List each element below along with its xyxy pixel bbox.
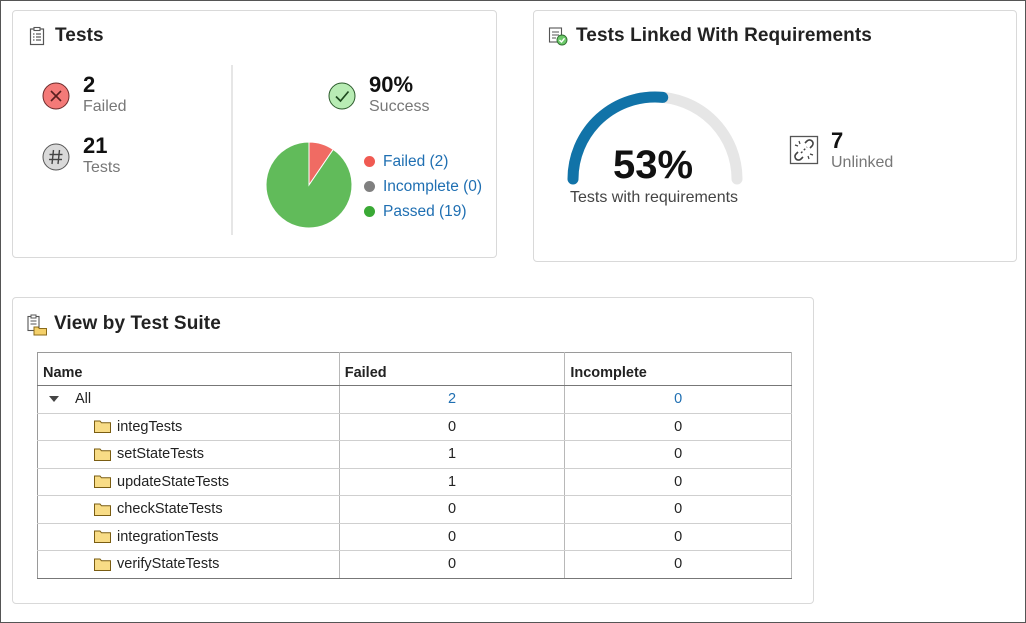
gauge-caption: Tests with requirements (569, 189, 739, 206)
clipboard-icon (27, 26, 47, 46)
legend-passed-label: Passed (19) (383, 202, 467, 220)
legend-failed[interactable]: Failed (2) (364, 149, 482, 174)
incomplete-cell: 0 (564, 413, 792, 441)
tree-node-all: All (43, 391, 334, 407)
row-name: verifyStateTests (117, 556, 220, 573)
folder-icon (94, 530, 111, 544)
table-row[interactable]: updateStateTests 1 0 (37, 468, 792, 496)
failed-label: Failed (83, 98, 127, 115)
table-row[interactable]: integTests 0 0 (37, 413, 792, 441)
pie-slice-passed[interactable] (265, 141, 353, 229)
legend-passed[interactable]: Passed (19) (364, 199, 482, 224)
column-header-incomplete[interactable]: Incomplete (564, 352, 792, 386)
broken-link-icon (789, 135, 819, 165)
test-suite-card: View by Test Suite Name Failed Incomplet… (12, 297, 814, 604)
incomplete-cell: 0 (564, 523, 792, 551)
requirements-link-icon (548, 26, 568, 46)
test-suite-card-title: View by Test Suite (54, 313, 221, 334)
total-tests-metric: 21 Tests (41, 134, 120, 178)
folder-icon (94, 558, 111, 571)
unlinked-metric: 7 Unlinked (789, 129, 893, 173)
failed-cell: 1 (339, 440, 566, 469)
success-check-icon (327, 81, 357, 111)
failed-x-icon (41, 81, 71, 111)
table-row[interactable]: checkStateTests 0 0 (37, 495, 792, 524)
success-percent: 90% (369, 72, 414, 97)
incomplete-cell: 0 (564, 468, 792, 496)
total-tests-label: Tests (83, 159, 121, 176)
suite-clipboard-folder-icon (26, 314, 47, 336)
total-tests-count: 21 (83, 133, 108, 158)
table-header-row: Name Failed Incomplete (37, 352, 792, 386)
failed-cell: 0 (339, 495, 566, 524)
incomplete-cell-link[interactable]: 0 (564, 385, 792, 414)
row-name: checkStateTests (117, 501, 223, 518)
legend-incomplete-label: Incomplete (0) (383, 177, 483, 195)
failed-count: 2 (83, 72, 96, 97)
requirements-card-title: Tests Linked With Requirements (576, 25, 872, 46)
name-cell: All (37, 385, 340, 414)
folder-icon (94, 420, 111, 434)
hash-icon (41, 142, 71, 172)
failed-cell: 0 (339, 550, 566, 579)
name-cell: integrationTests (37, 523, 340, 551)
tests-card: Tests 2 Failed 21 Tests (12, 10, 497, 258)
incomplete-dot (364, 181, 375, 192)
test-suite-card-header: View by Test Suite (26, 313, 221, 336)
unlinked-label: Unlinked (831, 154, 894, 171)
table-row[interactable]: verifyStateTests 0 0 (37, 550, 792, 579)
passed-dot (364, 206, 375, 217)
success-metric: 90% Success (327, 73, 429, 117)
unlinked-count: 7 (831, 128, 844, 153)
name-cell: verifyStateTests (37, 550, 340, 579)
folder-icon (94, 448, 111, 461)
requirements-card: Tests Linked With Requirements 53% Tests… (533, 10, 1017, 262)
incomplete-cell: 0 (564, 440, 792, 469)
table-row-all[interactable]: All 2 0 (37, 385, 792, 414)
failed-cell: 0 (339, 523, 566, 551)
failed-cell: 1 (339, 468, 566, 496)
legend-incomplete[interactable]: Incomplete (0) (364, 174, 482, 199)
success-label: Success (369, 98, 430, 115)
requirements-card-header: Tests Linked With Requirements (548, 25, 872, 47)
column-header-name[interactable]: Name (37, 352, 340, 386)
failed-cell: 0 (339, 413, 566, 441)
name-cell: checkStateTests (37, 495, 340, 524)
row-name: updateStateTests (117, 473, 230, 490)
failed-cell-link[interactable]: 2 (339, 385, 566, 414)
gauge-percent: 53% (612, 143, 694, 187)
results-legend: Failed (2) Incomplete (0) Passed (19) (364, 149, 482, 224)
folder-icon (94, 503, 111, 516)
tests-card-title: Tests (55, 25, 104, 46)
test-suite-table: Name Failed Incomplete All 2 0 integTest… (37, 352, 792, 579)
vertical-divider (231, 65, 233, 235)
name-cell: setStateTests (37, 440, 340, 469)
row-name: All (75, 391, 92, 408)
name-cell: updateStateTests (37, 468, 340, 496)
legend-failed-label: Failed (2) (383, 152, 449, 170)
incomplete-cell: 0 (564, 550, 792, 579)
incomplete-cell: 0 (564, 495, 792, 524)
table-row[interactable]: integrationTests 0 0 (37, 523, 792, 551)
gauge-arc (567, 91, 669, 185)
results-pie-chart[interactable] (264, 140, 354, 230)
column-header-failed[interactable]: Failed (339, 352, 566, 386)
row-name: setStateTests (117, 446, 205, 463)
name-cell: integTests (37, 413, 340, 441)
failed-metric: 2 Failed (41, 73, 127, 117)
row-name: integrationTests (117, 528, 219, 545)
row-name: integTests (117, 418, 183, 435)
table-row[interactable]: setStateTests 1 0 (37, 440, 792, 469)
expand-caret-icon[interactable] (49, 396, 59, 403)
requirements-gauge (567, 91, 743, 185)
failed-dot (364, 156, 375, 167)
tests-card-header: Tests (27, 25, 104, 47)
folder-icon (94, 475, 111, 489)
